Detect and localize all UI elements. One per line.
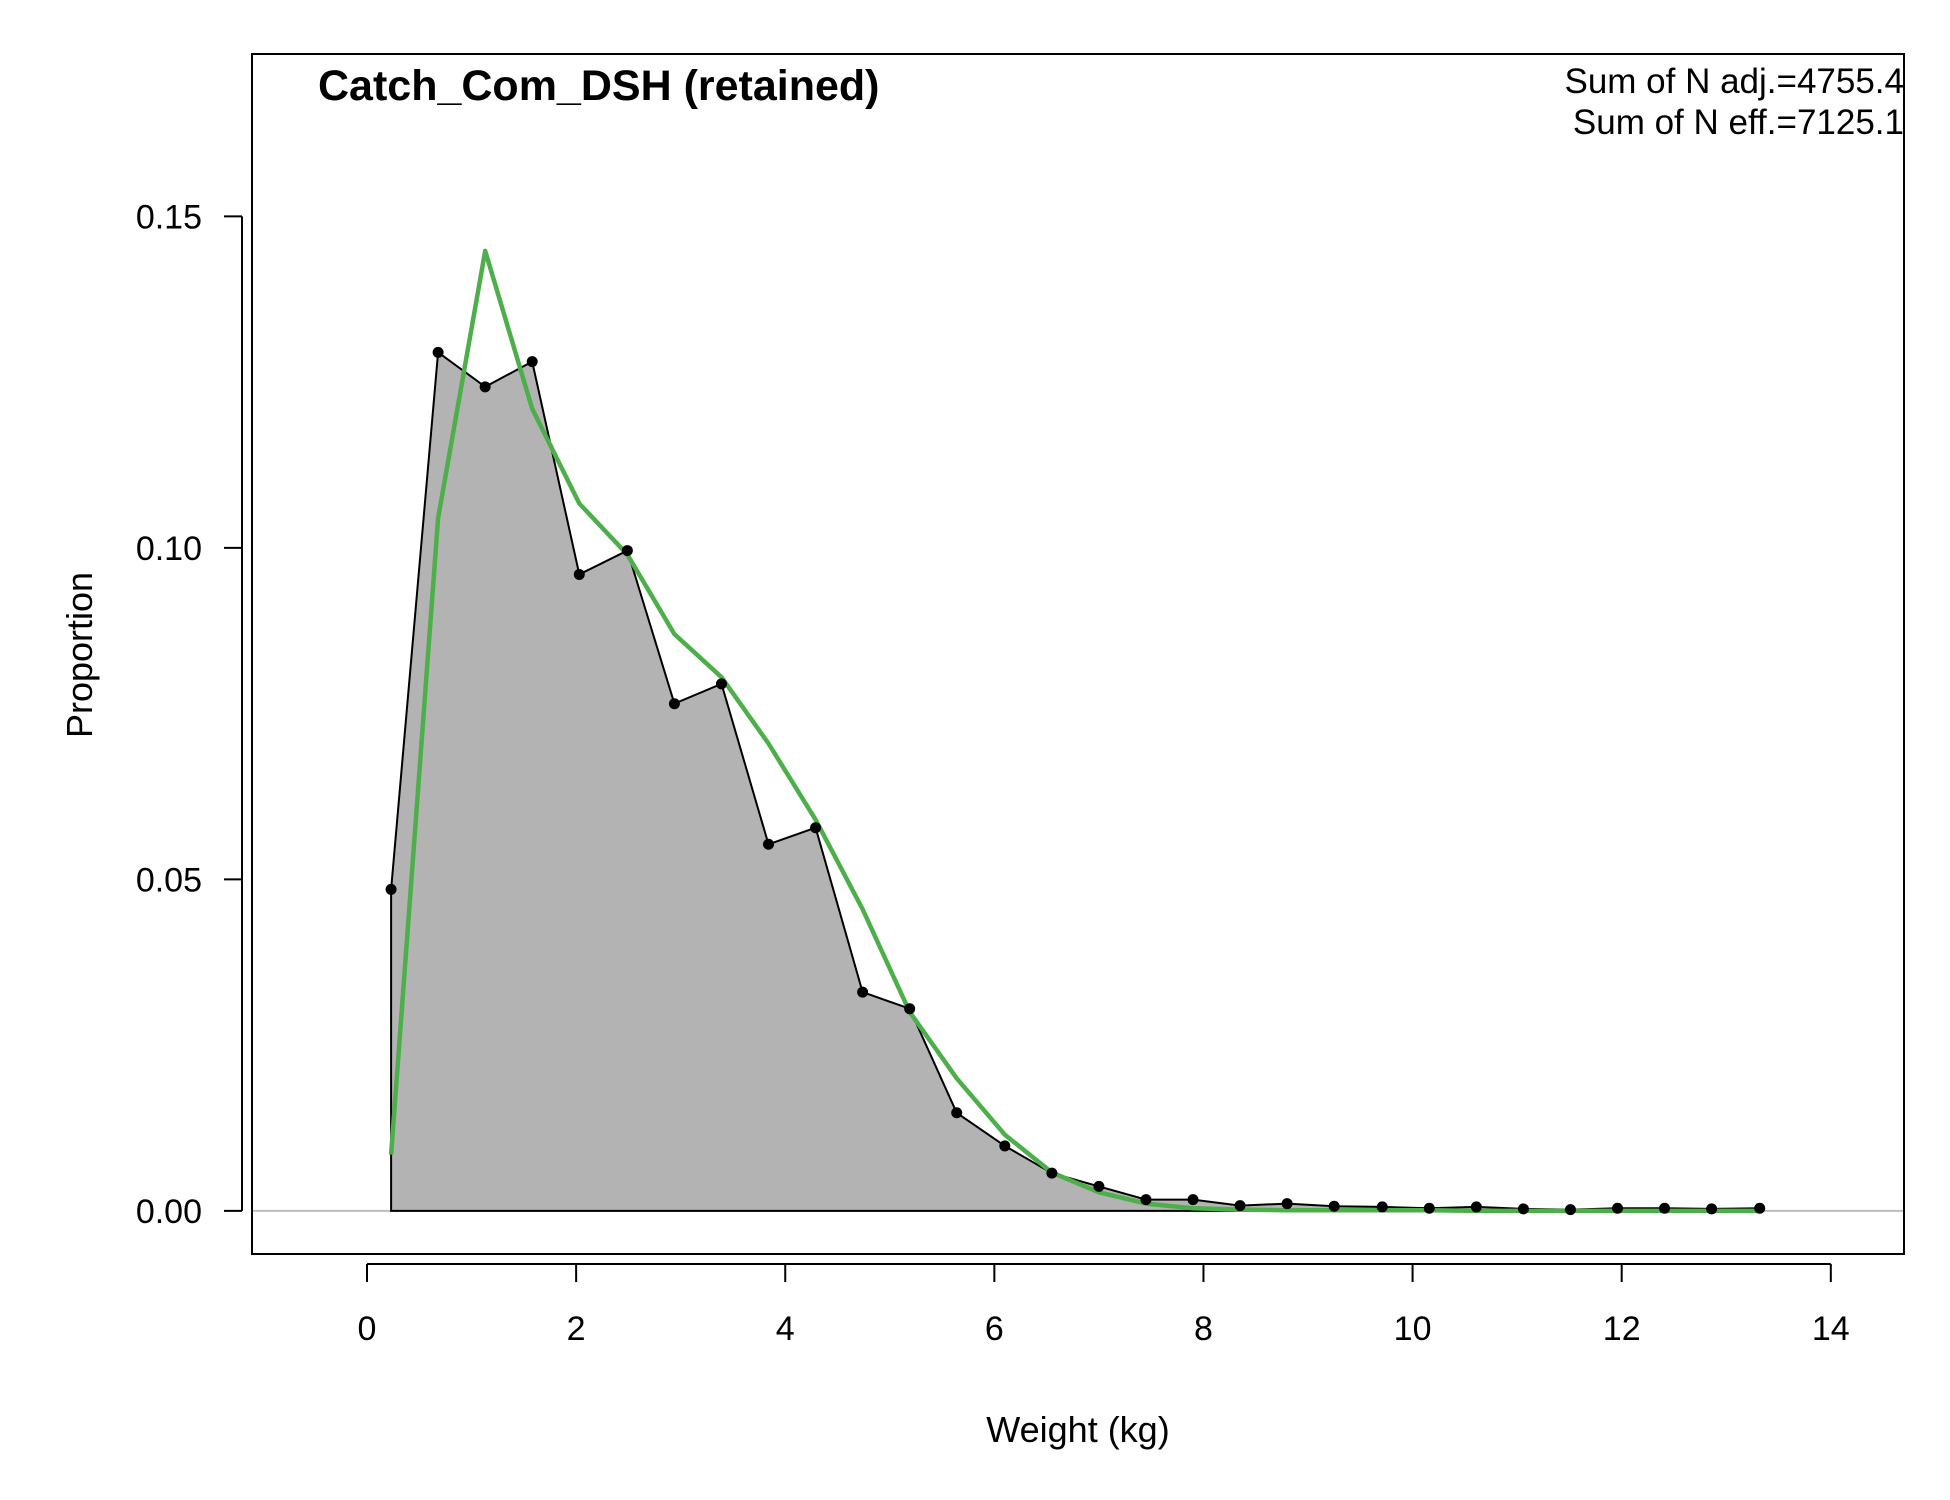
- observed-point: [1754, 1202, 1766, 1214]
- observed-point: [526, 356, 538, 368]
- y-tick-label: 0.05: [136, 861, 202, 899]
- observed-point: [1564, 1204, 1576, 1216]
- observed-point: [432, 346, 444, 358]
- chart-title: Catch_Com_DSH (retained): [318, 62, 880, 110]
- observed-point: [479, 381, 491, 393]
- annotation-n-adj: Sum of N adj.=4755.4: [1564, 62, 1904, 101]
- observed-point: [1706, 1203, 1718, 1215]
- observed-point: [1517, 1203, 1529, 1215]
- x-tick-label: 6: [985, 1310, 1004, 1348]
- observed-point: [1046, 1167, 1058, 1179]
- axes: 0 2 4 6 8 10 12 14 0.00 0.05 0.10 0.15: [136, 198, 1850, 1348]
- observed-point: [1187, 1194, 1199, 1206]
- y-axis-title: Proportion: [59, 572, 100, 738]
- y-tick-label: 0.15: [136, 198, 202, 236]
- observed-point: [1093, 1180, 1105, 1192]
- observed-point: [1470, 1201, 1482, 1213]
- observed-point: [763, 838, 775, 850]
- observed-point: [1140, 1194, 1152, 1206]
- x-tick-label: 2: [567, 1310, 586, 1348]
- observed-point: [1328, 1200, 1340, 1212]
- observed-point: [715, 678, 727, 690]
- observed-point: [573, 568, 585, 580]
- observed-point: [904, 1003, 916, 1015]
- observed-point: [385, 883, 397, 895]
- observed-point: [1423, 1202, 1435, 1214]
- plot-frame: [251, 53, 1905, 1255]
- observed-point: [621, 545, 633, 557]
- y-tick-label: 0.00: [136, 1193, 202, 1231]
- x-tick-label: 12: [1603, 1310, 1641, 1348]
- y-tick-label: 0.10: [136, 530, 202, 568]
- observed-point: [1659, 1202, 1671, 1214]
- observed-point: [1612, 1202, 1624, 1214]
- observed-point: [810, 822, 822, 834]
- observed-point: [1281, 1198, 1293, 1210]
- annotation-n-eff: Sum of N eff.=7125.1: [1573, 103, 1904, 142]
- x-tick-label: 10: [1394, 1310, 1432, 1348]
- observed-point: [668, 698, 680, 710]
- x-axis-title: Weight (kg): [986, 1409, 1169, 1450]
- x-tick-label: 4: [776, 1310, 795, 1348]
- observed-point: [951, 1107, 963, 1119]
- observed-point: [1234, 1200, 1246, 1212]
- x-tick-label: 0: [358, 1310, 377, 1348]
- observed-point: [999, 1140, 1011, 1152]
- expected-line: [388, 248, 1760, 1214]
- x-tick-label: 14: [1812, 1310, 1850, 1348]
- plot-area: [252, 248, 1904, 1216]
- observed-point: [857, 986, 869, 998]
- observed-area: [390, 350, 1761, 1212]
- x-tick-label: 8: [1194, 1310, 1213, 1348]
- observed-point: [1376, 1201, 1388, 1213]
